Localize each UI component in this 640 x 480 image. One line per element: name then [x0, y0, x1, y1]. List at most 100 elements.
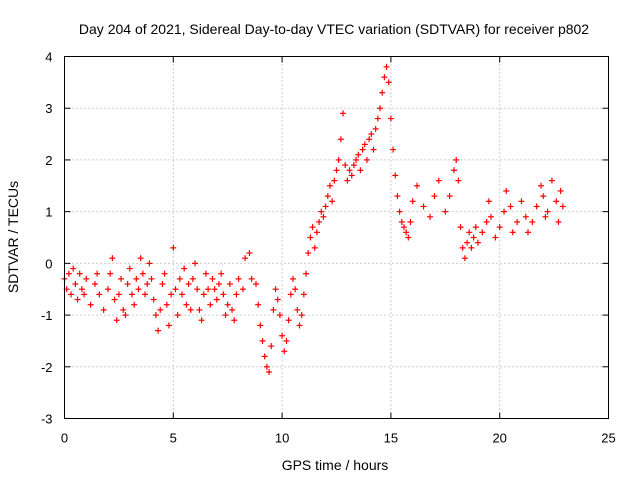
data-point: [281, 348, 288, 355]
data-point: [318, 208, 325, 215]
data-point: [427, 213, 434, 220]
data-point: [150, 296, 157, 303]
data-point: [542, 213, 549, 220]
data-point: [274, 296, 281, 303]
data-point: [189, 275, 196, 282]
data-point: [192, 260, 199, 267]
data-point: [226, 281, 233, 288]
data-point: [122, 312, 129, 319]
data-point: [344, 177, 351, 184]
data-point: [115, 291, 122, 298]
data-point: [322, 203, 329, 210]
data-point: [292, 286, 299, 293]
data-point: [76, 270, 83, 277]
data-point: [198, 317, 205, 324]
data-point: [100, 306, 107, 313]
data-point: [303, 270, 310, 277]
data-points: [61, 63, 566, 375]
data-point: [487, 213, 494, 220]
data-point: [522, 213, 529, 220]
data-point: [268, 343, 275, 350]
grid: [64, 56, 609, 419]
data-point: [109, 255, 116, 262]
data-point: [270, 306, 277, 313]
data-point: [255, 301, 262, 308]
data-point: [70, 265, 77, 272]
data-point: [181, 265, 188, 272]
data-point: [320, 213, 327, 220]
data-point: [259, 337, 266, 344]
data-point: [126, 265, 133, 272]
data-point: [196, 306, 203, 313]
data-point: [81, 291, 88, 298]
data-point: [168, 291, 175, 298]
data-point: [211, 286, 218, 293]
data-point: [503, 187, 510, 194]
data-point: [157, 306, 164, 313]
data-point: [257, 322, 264, 329]
axis-ticks: [64, 56, 609, 419]
data-point: [118, 275, 125, 282]
data-point: [120, 306, 127, 313]
data-point: [74, 296, 81, 303]
data-point: [300, 291, 307, 298]
data-point: [374, 115, 381, 122]
x-tick-label: 0: [61, 431, 68, 446]
data-point: [470, 234, 477, 241]
data-point: [350, 162, 357, 169]
data-point: [381, 74, 388, 81]
data-point: [111, 296, 118, 303]
data-point: [394, 193, 401, 200]
data-point: [340, 110, 347, 117]
data-point: [555, 218, 562, 225]
y-tick-label: 0: [45, 256, 52, 271]
data-point: [252, 281, 259, 288]
data-point: [353, 156, 360, 163]
data-point: [218, 270, 225, 277]
data-point: [165, 322, 172, 329]
data-point: [342, 162, 349, 169]
data-point: [468, 244, 475, 251]
y-tick-label: -1: [41, 308, 53, 323]
data-point: [348, 172, 355, 179]
data-point: [289, 275, 296, 282]
data-point: [233, 291, 240, 298]
data-point: [472, 224, 479, 231]
data-point: [235, 275, 242, 282]
data-point: [263, 363, 270, 370]
data-point: [501, 208, 508, 215]
data-point: [346, 167, 353, 174]
data-point: [159, 281, 166, 288]
data-point: [294, 306, 301, 313]
data-point: [446, 193, 453, 200]
y-tick-label: -2: [41, 360, 53, 375]
y-tick-label: 4: [45, 50, 52, 65]
data-point: [65, 270, 72, 277]
data-point: [94, 270, 101, 277]
data-point: [152, 312, 159, 319]
data-point: [96, 291, 103, 298]
data-point: [202, 270, 209, 277]
data-point: [172, 286, 179, 293]
data-point: [524, 229, 531, 236]
data-point: [170, 244, 177, 251]
data-point: [183, 301, 190, 308]
x-tick-label: 10: [275, 431, 289, 446]
data-point: [78, 286, 85, 293]
data-point: [231, 317, 238, 324]
data-point: [337, 136, 344, 143]
data-point: [507, 203, 514, 210]
data-point: [107, 270, 114, 277]
y-tick-label: 2: [45, 153, 52, 168]
data-point: [400, 224, 407, 231]
x-tick-label: 5: [170, 431, 177, 446]
data-point: [557, 187, 564, 194]
data-point: [113, 317, 120, 324]
data-point: [509, 229, 516, 236]
data-point: [540, 193, 547, 200]
data-point: [335, 156, 342, 163]
data-point: [229, 306, 236, 313]
data-point: [529, 218, 536, 225]
chart-title: Day 204 of 2021, Sidereal Day-to-day VTE…: [79, 21, 589, 37]
